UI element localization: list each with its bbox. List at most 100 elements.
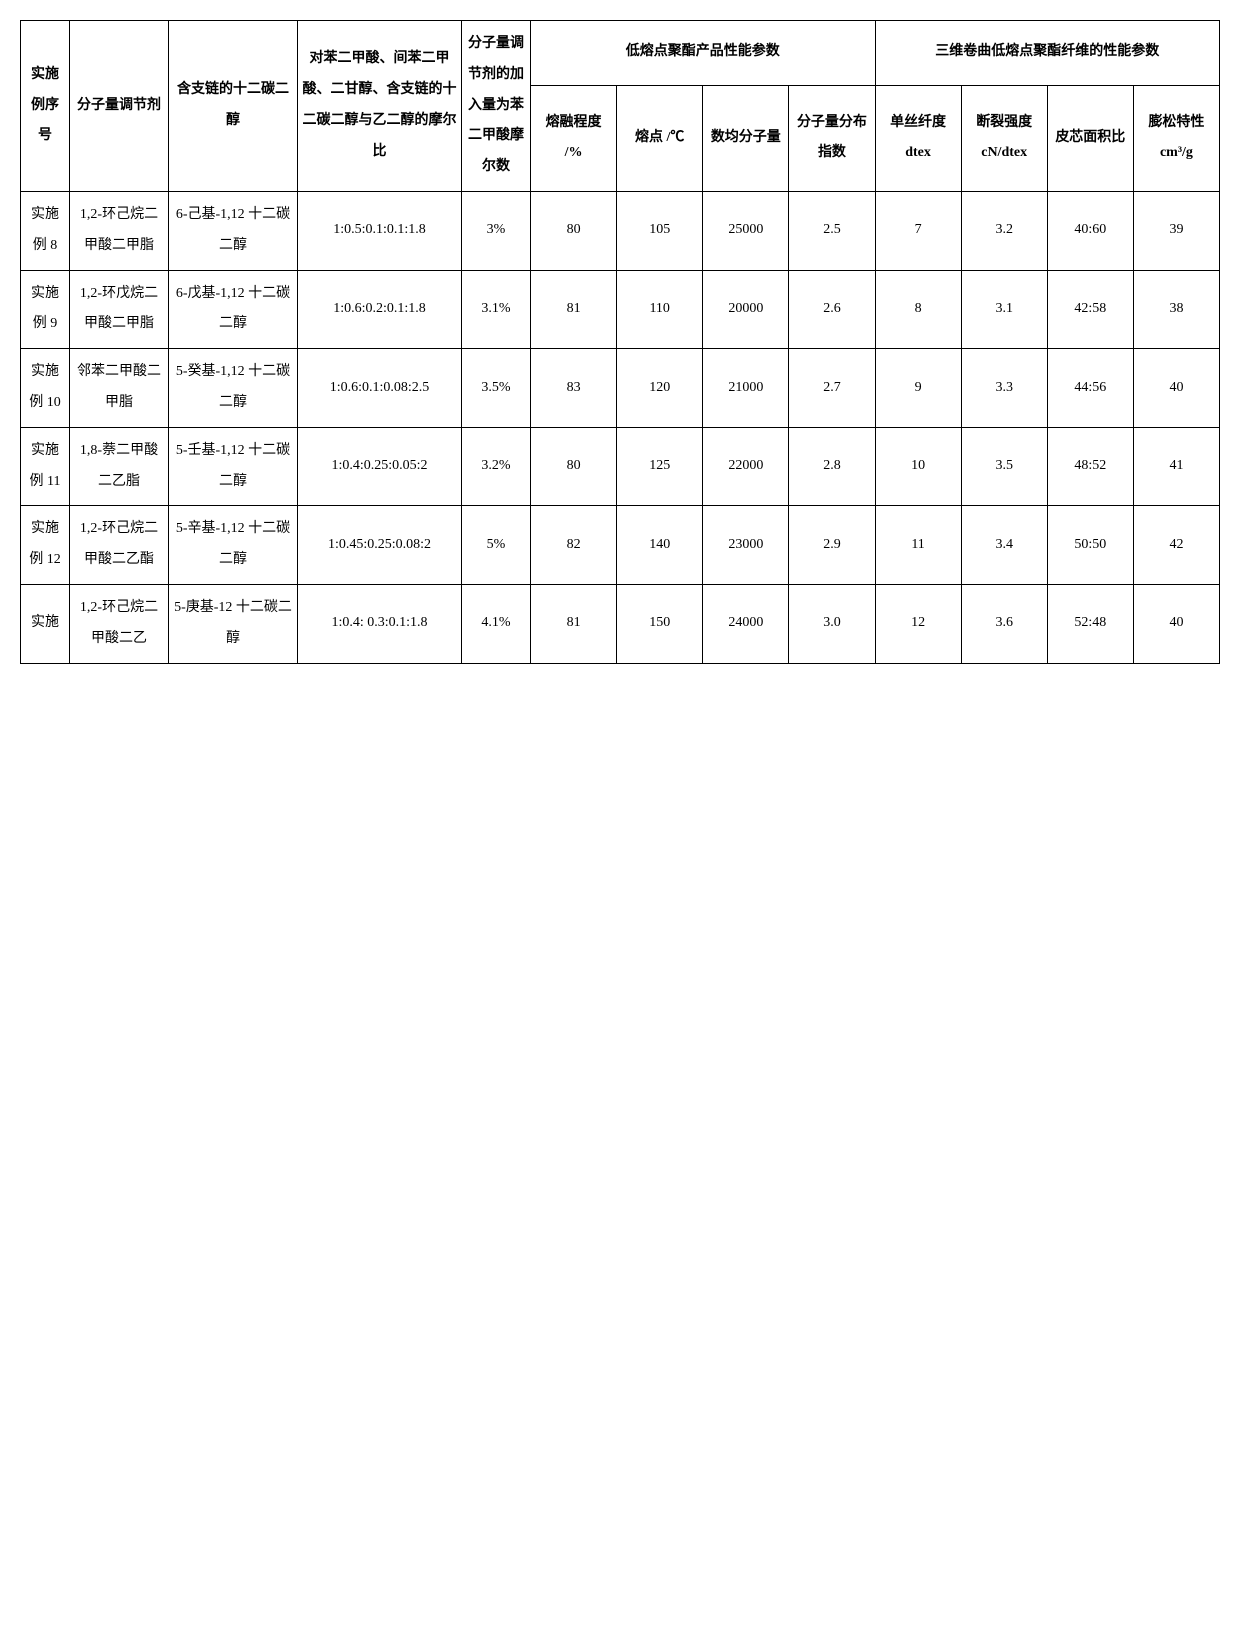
cell-cn: 3.6: [961, 584, 1047, 663]
cell-mol: 1,2-环戊烷二甲酸二甲脂: [70, 270, 169, 349]
header-melt-degree: 熔融程度 /%: [531, 85, 617, 191]
cell-cn: 3.4: [961, 506, 1047, 585]
cell-id: 实施: [21, 584, 70, 663]
cell-temp: 140: [617, 506, 703, 585]
cell-add: 3.5%: [462, 349, 531, 428]
cell-ratio: 1:0.45:0.25:0.08:2: [298, 506, 462, 585]
cell-bulk: 40: [1133, 349, 1219, 428]
cell-add: 5%: [462, 506, 531, 585]
cell-melt: 81: [531, 270, 617, 349]
cell-pdi: 2.7: [789, 349, 875, 428]
cell-dtex: 8: [875, 270, 961, 349]
cell-add: 3.2%: [462, 427, 531, 506]
cell-mol: 1,8-萘二甲酸二乙脂: [70, 427, 169, 506]
cell-id: 实施例 9: [21, 270, 70, 349]
cell-mw: 25000: [703, 191, 789, 270]
cell-melt: 80: [531, 191, 617, 270]
header-molar-ratio: 对苯二甲酸、间苯二甲酸、二甘醇、含支链的十二碳二醇与乙二醇的摩尔比: [298, 21, 462, 192]
header-example-id: 实施例序号: [21, 21, 70, 192]
header-add-amount: 分子量调节剂的加入量为苯二甲酸摩尔数: [462, 21, 531, 192]
cell-temp: 150: [617, 584, 703, 663]
cell-ratio: 1:0.4: 0.3:0.1:1.8: [298, 584, 462, 663]
cell-pdi: 2.6: [789, 270, 875, 349]
cell-add: 3%: [462, 191, 531, 270]
header-break-strength: 断裂强度 cN/dtex: [961, 85, 1047, 191]
cell-id: 实施例 10: [21, 349, 70, 428]
cell-bulk: 42: [1133, 506, 1219, 585]
cell-branch: 5-辛基-1,12 十二碳二醇: [169, 506, 298, 585]
cell-branch: 5-癸基-1,12 十二碳二醇: [169, 349, 298, 428]
cell-melt: 83: [531, 349, 617, 428]
cell-branch: 5-庚基-12 十二碳二醇: [169, 584, 298, 663]
cell-add: 3.1%: [462, 270, 531, 349]
cell-bulk: 38: [1133, 270, 1219, 349]
cell-skin: 42:58: [1047, 270, 1133, 349]
table-row: 实施例 11 1,8-萘二甲酸二乙脂 5-壬基-1,12 十二碳二醇 1:0.4…: [21, 427, 1220, 506]
cell-dtex: 7: [875, 191, 961, 270]
cell-bulk: 41: [1133, 427, 1219, 506]
cell-ratio: 1:0.4:0.25:0.05:2: [298, 427, 462, 506]
cell-bulk: 40: [1133, 584, 1219, 663]
cell-pdi: 2.8: [789, 427, 875, 506]
cell-dtex: 11: [875, 506, 961, 585]
cell-ratio: 1:0.6:0.1:0.08:2.5: [298, 349, 462, 428]
cell-mw: 23000: [703, 506, 789, 585]
cell-temp: 110: [617, 270, 703, 349]
cell-mw: 22000: [703, 427, 789, 506]
cell-temp: 105: [617, 191, 703, 270]
table-row: 实施例 10 邻苯二甲酸二甲脂 5-癸基-1,12 十二碳二醇 1:0.6:0.…: [21, 349, 1220, 428]
cell-mw: 21000: [703, 349, 789, 428]
header-branched-diol: 含支链的十二碳二醇: [169, 21, 298, 192]
cell-skin: 44:56: [1047, 349, 1133, 428]
cell-id: 实施例 11: [21, 427, 70, 506]
cell-mol: 邻苯二甲酸二甲脂: [70, 349, 169, 428]
header-group-polyester: 低熔点聚酯产品性能参数: [531, 21, 876, 86]
header-number-avg-mw: 数均分子量: [703, 85, 789, 191]
cell-mol: 1,2-环己烷二甲酸二甲脂: [70, 191, 169, 270]
cell-temp: 120: [617, 349, 703, 428]
header-skin-core-ratio: 皮芯面积比: [1047, 85, 1133, 191]
header-group-fiber: 三维卷曲低熔点聚酯纤维的性能参数: [875, 21, 1220, 86]
cell-id: 实施例 8: [21, 191, 70, 270]
cell-bulk: 39: [1133, 191, 1219, 270]
cell-pdi: 2.9: [789, 506, 875, 585]
header-dtex: 单丝纤度 dtex: [875, 85, 961, 191]
header-bulkiness: 膨松特性 cm³/g: [1133, 85, 1219, 191]
cell-add: 4.1%: [462, 584, 531, 663]
cell-cn: 3.1: [961, 270, 1047, 349]
cell-pdi: 3.0: [789, 584, 875, 663]
cell-melt: 82: [531, 506, 617, 585]
cell-skin: 52:48: [1047, 584, 1133, 663]
table-row: 实施例 8 1,2-环己烷二甲酸二甲脂 6-己基-1,12 十二碳二醇 1:0.…: [21, 191, 1220, 270]
cell-temp: 125: [617, 427, 703, 506]
cell-dtex: 10: [875, 427, 961, 506]
cell-dtex: 12: [875, 584, 961, 663]
cell-mol: 1,2-环己烷二甲酸二乙酯: [70, 506, 169, 585]
cell-pdi: 2.5: [789, 191, 875, 270]
cell-ratio: 1:0.6:0.2:0.1:1.8: [298, 270, 462, 349]
cell-branch: 6-戊基-1,12 十二碳二醇: [169, 270, 298, 349]
table-row: 实施例 12 1,2-环己烷二甲酸二乙酯 5-辛基-1,12 十二碳二醇 1:0…: [21, 506, 1220, 585]
cell-dtex: 9: [875, 349, 961, 428]
table-row: 实施 1,2-环己烷二甲酸二乙 5-庚基-12 十二碳二醇 1:0.4: 0.3…: [21, 584, 1220, 663]
cell-melt: 80: [531, 427, 617, 506]
header-mol-regulator: 分子量调节剂: [70, 21, 169, 192]
cell-skin: 48:52: [1047, 427, 1133, 506]
cell-skin: 40:60: [1047, 191, 1133, 270]
cell-skin: 50:50: [1047, 506, 1133, 585]
cell-cn: 3.5: [961, 427, 1047, 506]
cell-mw: 24000: [703, 584, 789, 663]
data-table: 实施例序号 分子量调节剂 含支链的十二碳二醇 对苯二甲酸、间苯二甲酸、二甘醇、含…: [20, 20, 1220, 664]
header-pdi: 分子量分布指数: [789, 85, 875, 191]
cell-mw: 20000: [703, 270, 789, 349]
cell-cn: 3.2: [961, 191, 1047, 270]
cell-mol: 1,2-环己烷二甲酸二乙: [70, 584, 169, 663]
table-row: 实施例 9 1,2-环戊烷二甲酸二甲脂 6-戊基-1,12 十二碳二醇 1:0.…: [21, 270, 1220, 349]
cell-melt: 81: [531, 584, 617, 663]
header-melting-point: 熔点 /℃: [617, 85, 703, 191]
cell-cn: 3.3: [961, 349, 1047, 428]
cell-ratio: 1:0.5:0.1:0.1:1.8: [298, 191, 462, 270]
cell-id: 实施例 12: [21, 506, 70, 585]
table-body: 实施例 8 1,2-环己烷二甲酸二甲脂 6-己基-1,12 十二碳二醇 1:0.…: [21, 191, 1220, 663]
cell-branch: 5-壬基-1,12 十二碳二醇: [169, 427, 298, 506]
